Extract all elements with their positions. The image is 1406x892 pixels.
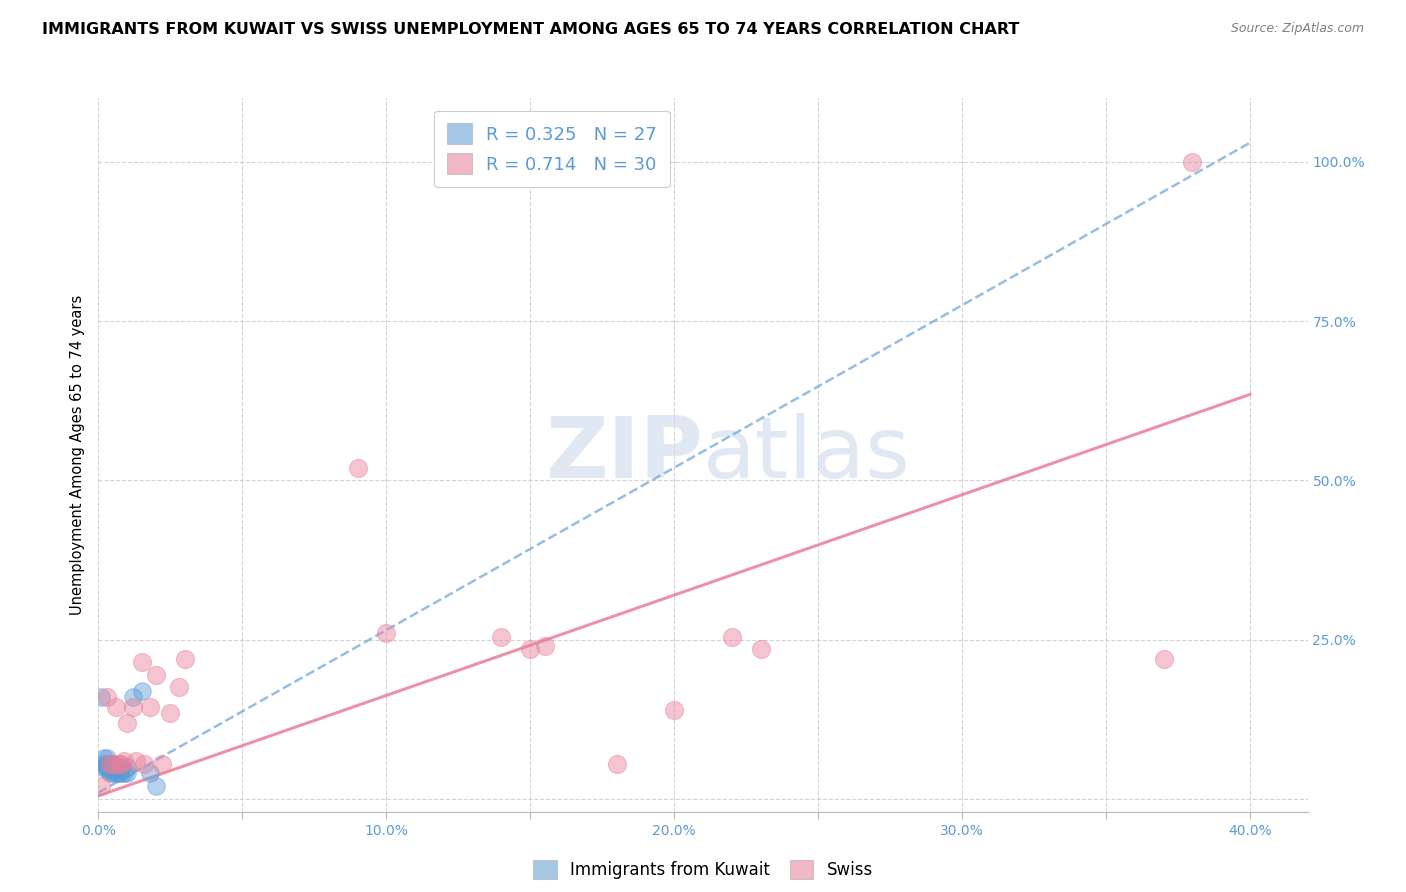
Point (90, 690, 112, 704)
Point (98, 756, 121, 771)
Point (115, 715, 138, 730)
Point (96, 764, 118, 778)
Point (519, 642, 541, 657)
Point (139, 699, 162, 714)
Point (107, 760, 129, 774)
Point (110, 756, 132, 771)
Point (139, 766, 162, 780)
Point (115, 766, 138, 780)
Point (145, 667, 167, 681)
Point (375, 626, 398, 640)
Point (150, 756, 173, 771)
Point (110, 766, 132, 780)
Point (145, 779, 167, 793)
Point (98, 764, 121, 778)
Point (112, 766, 135, 780)
Point (122, 699, 145, 714)
Point (112, 754, 135, 768)
Point (98, 756, 121, 771)
Point (107, 756, 129, 771)
Point (159, 706, 181, 720)
Point (90, 779, 112, 793)
Point (104, 766, 127, 780)
Point (101, 756, 124, 771)
Point (96, 760, 118, 774)
Point (1153, 652, 1175, 666)
Point (533, 639, 555, 653)
Text: Source: ZipAtlas.com: Source: ZipAtlas.com (1230, 22, 1364, 36)
Text: atlas: atlas (703, 413, 911, 497)
Point (491, 630, 513, 644)
Point (115, 760, 138, 774)
Point (104, 764, 127, 778)
Legend: Immigrants from Kuwait, Swiss: Immigrants from Kuwait, Swiss (527, 853, 879, 886)
Point (720, 630, 742, 644)
Point (101, 756, 124, 771)
Point (98, 766, 121, 780)
Point (131, 655, 153, 669)
Point (131, 683, 153, 698)
Text: IMMIGRANTS FROM KUWAIT VS SWISS UNEMPLOYMENT AMONG AGES 65 TO 74 YEARS CORRELATI: IMMIGRANTS FROM KUWAIT VS SWISS UNEMPLOY… (42, 22, 1019, 37)
Point (93, 760, 115, 774)
Point (104, 699, 127, 714)
Point (96, 750, 118, 764)
Y-axis label: Unemployment Among Ages 65 to 74 years: Unemployment Among Ages 65 to 74 years (69, 294, 84, 615)
Point (107, 766, 129, 780)
Point (606, 756, 628, 771)
Point (167, 681, 190, 695)
Point (96, 756, 118, 771)
Point (749, 642, 772, 657)
Text: ZIP: ZIP (546, 413, 703, 497)
Point (1181, 154, 1204, 169)
Point (93, 750, 115, 764)
Point (134, 756, 156, 771)
Point (110, 760, 132, 774)
Point (93, 756, 115, 771)
Point (101, 766, 124, 780)
Point (346, 460, 368, 475)
Point (101, 764, 124, 778)
Point (125, 754, 148, 768)
Point (122, 690, 145, 704)
Point (96, 690, 118, 704)
Point (173, 652, 195, 666)
Point (664, 703, 686, 717)
